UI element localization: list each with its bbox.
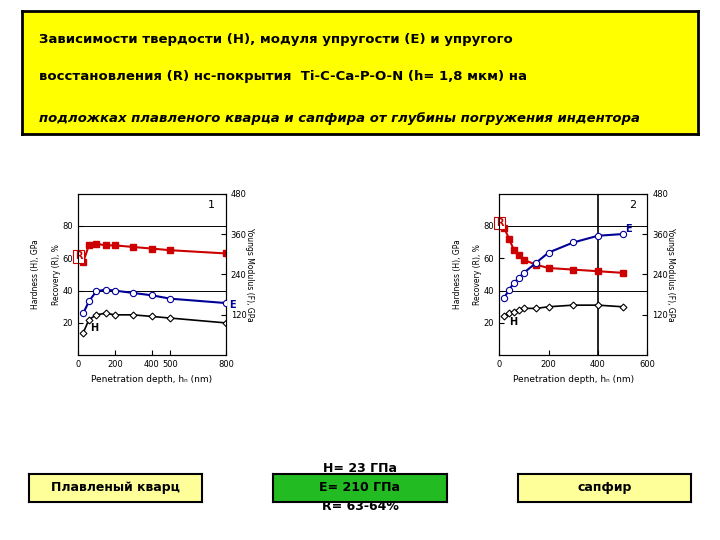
Text: 2: 2 [629,200,636,210]
Text: восстановления (R) нс-покрытия  Ti-C-Ca-P-O-N (h= 1,8 мкм) на: восстановления (R) нс-покрытия Ti-C-Ca-P… [39,70,526,83]
Text: Плавленый кварц: Плавленый кварц [51,482,180,495]
Y-axis label: Hardness (H), GPa

Recovery (R), %: Hardness (H), GPa Recovery (R), % [31,240,61,309]
Text: R: R [75,251,82,261]
Text: H= 23 ГПа
E= 210 ГПа
R= 63-64%: H= 23 ГПа E= 210 ГПа R= 63-64% [320,462,400,514]
Text: подложках плавленого кварца и сапфира от глубины погружения индентора: подложках плавленого кварца и сапфира от… [39,112,639,125]
Text: R: R [496,218,503,228]
Text: H: H [509,316,517,327]
Text: H: H [91,323,99,333]
X-axis label: Penetration depth, hₙ (nm): Penetration depth, hₙ (nm) [91,375,212,383]
X-axis label: Penetration depth, hₙ (nm): Penetration depth, hₙ (nm) [513,375,634,383]
Text: E: E [625,225,631,234]
Text: сапфир: сапфир [577,482,631,495]
Y-axis label: Hardness (H), GPa

Recovery (R), %: Hardness (H), GPa Recovery (R), % [452,240,482,309]
Y-axis label: Youngs Modulus (F), GPa: Youngs Modulus (F), GPa [666,227,675,321]
Text: E: E [229,300,235,310]
Y-axis label: Youngs Modulus (F), GPa: Youngs Modulus (F), GPa [245,227,253,321]
Text: Зависимости твердости (Н), модуля упругости (Е) и упругого: Зависимости твердости (Н), модуля упруго… [39,33,512,46]
Text: 1: 1 [208,200,215,210]
